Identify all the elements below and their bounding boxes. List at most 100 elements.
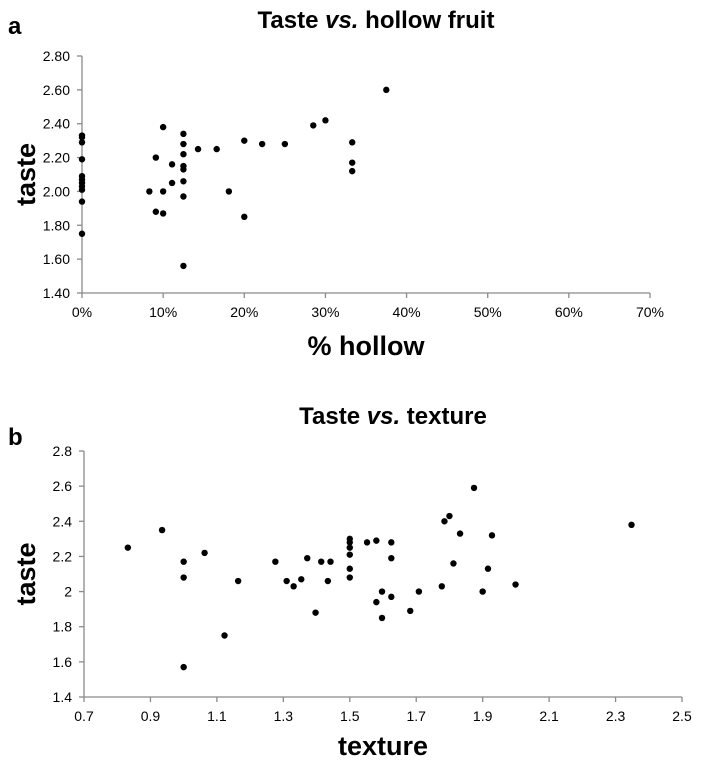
data-point [180,193,187,200]
y-axis-label: taste [11,143,41,206]
data-point [484,565,492,572]
data-point [180,574,187,581]
data-point [373,598,380,606]
y-tick-label: 2.2 [53,548,73,564]
data-point [194,145,202,153]
y-tick-label: 2.00 [43,183,70,199]
x-tick-label: 30% [311,304,339,320]
x-tick-label: 1.1 [207,708,227,724]
y-tick-label: 2.20 [43,150,70,166]
y-tick-label: 2.6 [53,478,73,494]
y-tick-label: 2.4 [53,513,73,529]
y-tick-label: 1.6 [53,654,73,670]
data-point [258,140,266,148]
data-point [159,123,167,131]
y-tick-label: 2 [64,584,72,600]
data-point [346,551,353,558]
data-point [78,230,86,237]
title-italic: vs. [325,7,358,34]
title-text-rest: hollow fruit [358,7,494,34]
data-point [168,179,176,187]
x-axis-label: % hollow [308,331,426,361]
data-point [180,178,187,185]
data-point [180,140,187,148]
data-point [346,565,353,572]
data-point [241,213,248,221]
data-point [312,609,319,616]
data-point [221,632,228,639]
data-point [213,145,220,153]
data-point [349,139,356,146]
data-point [512,581,519,588]
data-point [441,518,448,525]
data-point [415,588,423,595]
x-tick-label: 50% [474,304,502,320]
data-point [241,137,248,144]
chart-title: Taste vs. hollow fruit [258,7,495,34]
data-point [180,558,187,565]
x-tick-label: 1.5 [340,708,360,724]
data-point [281,140,289,148]
data-point [78,156,86,163]
data-point [78,198,86,205]
y-axis-label: taste [11,542,41,605]
data-point [272,558,279,565]
data-point [488,532,496,539]
data-point [346,539,353,546]
data-point [388,539,395,546]
data-point [450,560,457,567]
data-point [456,530,464,537]
y-tick-label: 2.8 [53,443,73,459]
data-point [446,512,453,520]
data-point [159,188,167,195]
y-tick-label: 1.60 [43,251,70,267]
data-point [373,537,380,544]
data-point [378,588,386,595]
data-point [363,539,371,546]
data-point [327,558,334,565]
data-point [388,593,395,601]
data-point [322,117,329,124]
panel-letter: a [8,13,22,40]
x-tick-label: 10% [149,304,177,320]
data-point [180,663,187,671]
x-tick-label: 1.7 [406,708,426,724]
y-tick-label: 1.80 [43,217,70,233]
data-point [78,186,86,193]
data-point [349,167,356,175]
chart-panel-a: a Taste vs. hollow fruit 0% 10% 20% 30% 40% 50%… [8,7,664,361]
x-tick-label: 0.9 [141,708,161,724]
x-tick-label: 2.1 [539,708,559,724]
data-point [388,554,395,562]
data-point [304,554,311,562]
x-tick-label: 2.3 [606,708,626,724]
data-point [78,134,86,141]
data-point [318,558,325,565]
x-tick-label: 40% [393,304,421,320]
x-tick-label: 0% [72,304,92,320]
chart-panel-b: b Taste vs. texture 0.7 0.9 1.1 1.3 1.5 1.7 1.9 2… [8,403,692,761]
data-point [180,130,187,138]
x-tick-label: 20% [230,304,258,320]
title-text-rest: texture [400,403,487,430]
y-tick-label: 1.40 [43,285,70,301]
data-point [78,139,86,146]
y-tick-label: 2.60 [43,82,70,98]
chart-title: Taste vs. texture [299,403,487,430]
data-point [628,521,635,528]
data-point [346,544,353,551]
data-point [290,583,297,590]
data-point [180,150,187,158]
y-tick-label: 2.40 [43,116,70,132]
data-point [310,122,317,129]
data-point [407,607,414,615]
title-text: Taste [299,403,367,430]
data-point [324,577,332,585]
data-point [298,576,305,583]
data-point [180,262,187,270]
data-point [283,577,290,585]
x-tick-label: 2.5 [672,708,692,724]
data-point [124,544,132,551]
x-tick-label: 1.9 [473,708,493,724]
